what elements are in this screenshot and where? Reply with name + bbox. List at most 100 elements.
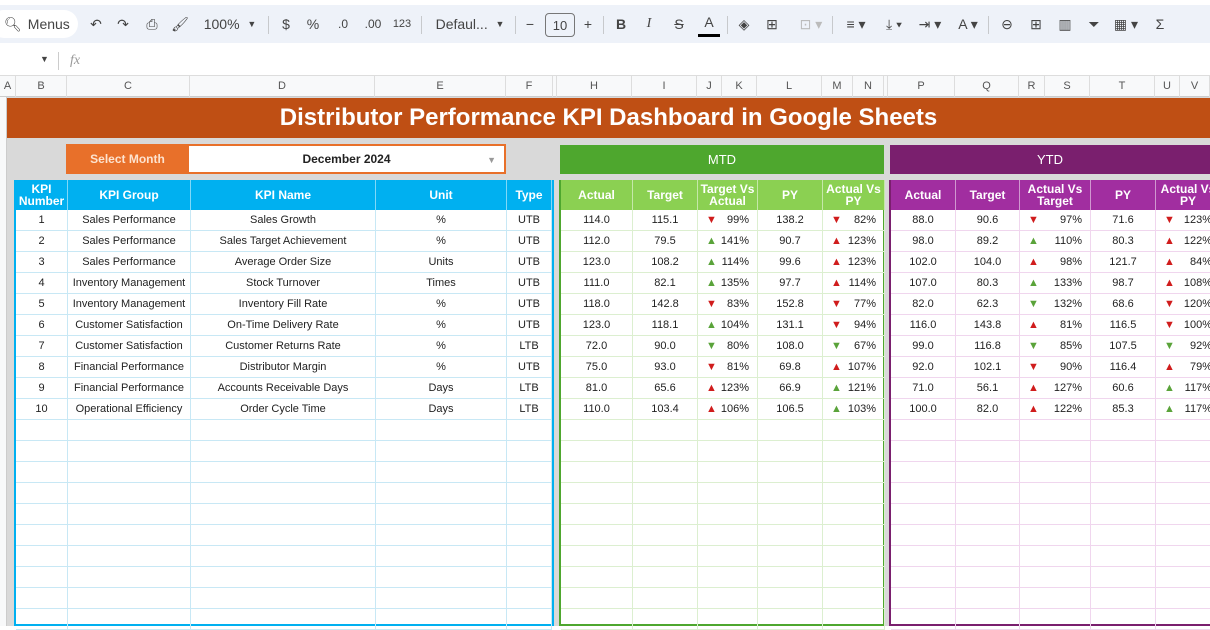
currency-button[interactable]: $ (282, 16, 290, 32)
mtd-avp-cell: ▼ 82% (823, 210, 885, 231)
empty-cell (956, 504, 1020, 525)
column-header[interactable]: L (757, 76, 822, 97)
empty-cell (507, 567, 552, 588)
font-size-input[interactable]: 10 (545, 13, 575, 37)
column-header[interactable]: Q (955, 76, 1019, 97)
column-header[interactable]: C (67, 76, 190, 97)
functions-menu-icon[interactable]: ▦ ▾ (1113, 15, 1139, 32)
mtd-avp-cell: ▼ 67% (823, 336, 885, 357)
merge-cells-icon[interactable]: ⊡ ▾ (799, 15, 823, 32)
name-box-dropdown-icon[interactable]: ▼ (40, 54, 49, 64)
number-format-button[interactable]: 123 (392, 18, 412, 30)
column-header[interactable]: V (1180, 76, 1210, 97)
column-header[interactable]: P (888, 76, 955, 97)
empty-cell (376, 483, 507, 504)
print-icon[interactable]: ⎙ (146, 15, 158, 32)
column-header[interactable]: D (190, 76, 375, 97)
ytd-tva-cell: ▼ 85% (1020, 336, 1091, 357)
italic-button[interactable]: I (646, 16, 652, 31)
avp-percent: 123% (847, 235, 876, 247)
arrow-up-icon: ▲ (706, 256, 717, 268)
arrow-up-icon: ▲ (831, 403, 842, 415)
tva-percent: 106% (720, 403, 749, 415)
vertical-align-icon[interactable]: ⤓ ▾ (886, 15, 902, 32)
mtd-header-1: Target (633, 180, 698, 210)
text-rotation-icon[interactable]: A ▾ (958, 15, 978, 32)
decrease-font-size-button[interactable]: − (525, 16, 535, 32)
tva-percent: 122% (1053, 403, 1082, 415)
column-header[interactable]: F (506, 76, 553, 97)
zoom-select[interactable]: 100% ▼ (203, 16, 257, 32)
decrease-decimal-button[interactable]: .0 (337, 17, 348, 31)
column-header[interactable]: N (853, 76, 884, 97)
comment-icon[interactable]: ⊞ (1030, 15, 1042, 32)
align-icon[interactable]: ≡ ▾ (846, 15, 866, 32)
ytd-py-cell: 60.6 (1091, 378, 1156, 399)
search-icon: 🔍︎ (4, 15, 22, 32)
bold-button[interactable]: B (615, 16, 627, 32)
text-color-icon[interactable]: A (698, 9, 720, 37)
ytd-actual-cell: 82.0 (891, 294, 956, 315)
month-dropdown[interactable]: December 2024 ▼ (189, 144, 506, 174)
increase-decimal-button[interactable]: .00 (364, 17, 382, 31)
empty-cell (823, 504, 885, 525)
arrow-down-icon: ▼ (706, 298, 717, 310)
arrow-down-icon: ▼ (831, 298, 842, 310)
empty-cell (191, 525, 376, 546)
column-header[interactable]: M (822, 76, 853, 97)
empty-cell (507, 420, 552, 441)
filter-icon[interactable]: ⏷ (1088, 15, 1100, 32)
chart-icon[interactable]: ▥ (1058, 15, 1072, 32)
empty-cell (891, 567, 956, 588)
mtd-actual-cell: 81.0 (561, 378, 633, 399)
tva-percent: 81% (1059, 319, 1082, 331)
increase-font-size-button[interactable]: + (583, 16, 593, 32)
column-header[interactable]: S (1045, 76, 1090, 97)
kpi-number-cell: 2 (16, 231, 68, 252)
kpi-name-cell: Order Cycle Time (191, 399, 376, 420)
ytd-actual-cell: 100.0 (891, 399, 956, 420)
arrow-down-icon: ▼ (831, 340, 842, 352)
paint-format-icon[interactable]: 🖌︎ (171, 15, 189, 32)
column-header[interactable]: U (1155, 76, 1180, 97)
kpi-type-cell: UTB (507, 252, 552, 273)
sum-button[interactable]: Σ (1155, 16, 1165, 32)
column-header[interactable]: E (375, 76, 506, 97)
arrow-down-icon: ▼ (831, 319, 842, 331)
column-header[interactable]: A (0, 76, 16, 97)
column-header[interactable]: R (1019, 76, 1045, 97)
column-header[interactable]: K (722, 76, 757, 97)
column-header[interactable]: T (1090, 76, 1155, 97)
borders-icon[interactable]: ⊞ (766, 15, 778, 32)
dashboard-title: Distributor Performance KPI Dashboard in… (7, 98, 1210, 138)
empty-cell (376, 567, 507, 588)
menu-search[interactable]: 🔍︎ Menus (0, 10, 78, 38)
column-header[interactable]: I (632, 76, 697, 97)
empty-cell (376, 588, 507, 609)
column-header[interactable]: H (557, 76, 632, 97)
empty-cell (758, 420, 823, 441)
ytd-tva-cell: ▼ 90% (1020, 357, 1091, 378)
link-icon[interactable]: ⊖ (1001, 15, 1013, 32)
fill-color-icon[interactable]: ◈ (738, 15, 750, 32)
font-select[interactable]: Defaul... ▼ (435, 16, 505, 32)
redo-icon[interactable]: ↷ (117, 15, 129, 32)
empty-cell (823, 567, 885, 588)
empty-cell (956, 588, 1020, 609)
empty-cell (698, 504, 758, 525)
text-wrap-icon[interactable]: ⇥ ▾ (918, 15, 942, 32)
kpi-number-cell: 3 (16, 252, 68, 273)
arrow-down-icon: ▼ (1164, 319, 1175, 331)
empty-cell (1156, 588, 1210, 609)
undo-icon[interactable]: ↶ (90, 15, 102, 32)
kpi-group-cell: Sales Performance (68, 252, 191, 273)
kpi-unit-cell: % (376, 336, 507, 357)
kpi-number-cell: 4 (16, 273, 68, 294)
avp-percent: 94% (853, 319, 876, 331)
formula-input[interactable] (90, 50, 1190, 72)
strikethrough-icon[interactable]: S (674, 16, 684, 32)
column-header[interactable]: B (16, 76, 67, 97)
column-header[interactable]: J (697, 76, 722, 97)
percent-button[interactable]: % (306, 16, 320, 32)
empty-cell (1156, 609, 1210, 630)
